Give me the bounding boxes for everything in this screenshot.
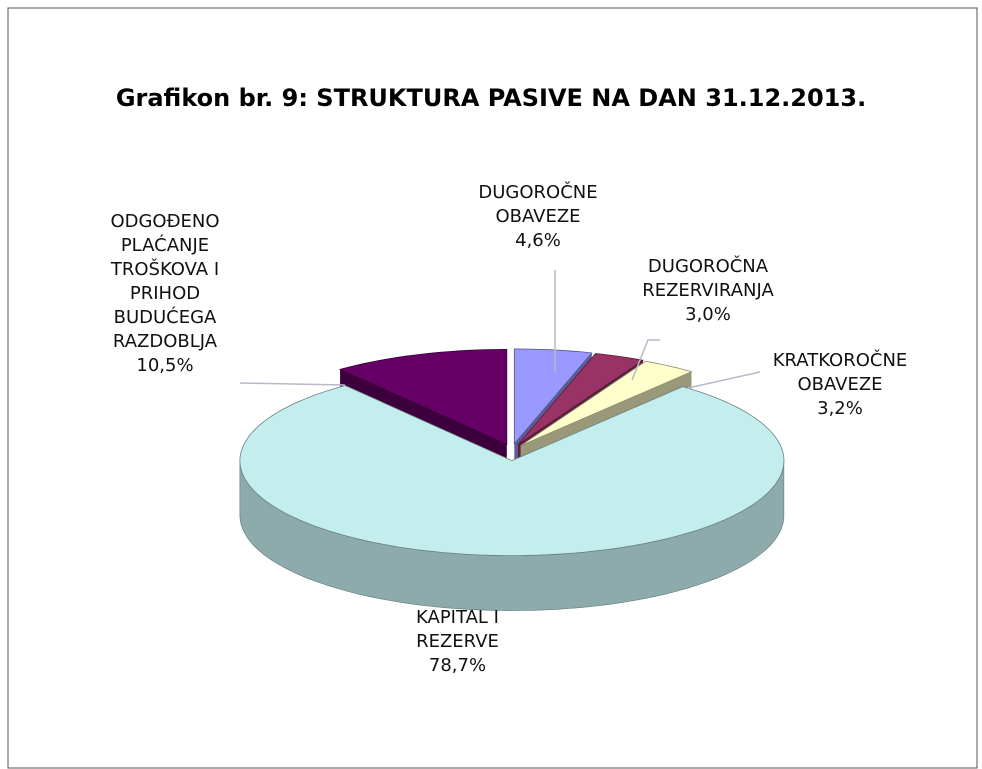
slice-value: 3,0% xyxy=(685,304,731,325)
slice-label: ODGOĐENO PLAĆANJE TROŠKOVA I PRIHOD BUDU… xyxy=(110,211,220,352)
leader-line xyxy=(631,339,660,381)
leader-line xyxy=(687,371,761,389)
slice-label: KRATKOROČNE OBAVEZE xyxy=(772,350,908,395)
chart-title: Grafikon br. 9: STRUKTURA PASIVE NA DAN … xyxy=(115,84,867,112)
slice xyxy=(513,348,593,445)
frame xyxy=(7,7,978,769)
slice xyxy=(239,385,785,556)
slice-value: 4,6% xyxy=(515,230,561,251)
leader-line xyxy=(239,382,346,386)
slice-value: 3,2% xyxy=(817,398,863,419)
slice-label: DUGOROČNE OBAVEZE xyxy=(478,182,598,227)
slice xyxy=(338,348,508,446)
slice-label: DUGOROČNA REZERVIRANJA xyxy=(642,256,774,301)
slice xyxy=(520,360,693,446)
slice-label: KAPITAL I REZERVE xyxy=(416,607,499,652)
slice-value: 10,5% xyxy=(136,355,194,376)
slice-value: 78,7% xyxy=(428,655,487,676)
